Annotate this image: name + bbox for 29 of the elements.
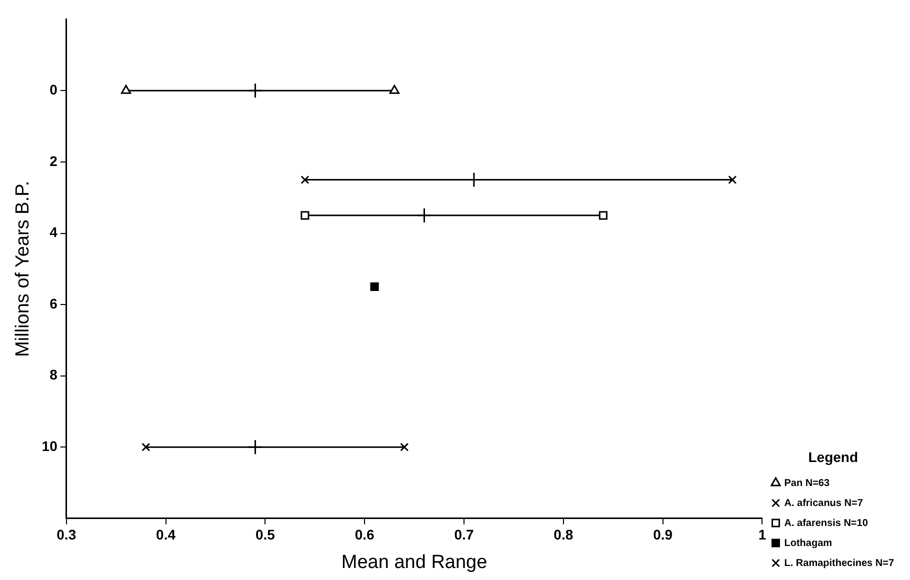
point: [400, 442, 409, 452]
x-tick-label: 0.3: [56, 526, 76, 543]
x-tick-label: 0.7: [454, 526, 474, 543]
x-tick-label: 0.9: [653, 526, 673, 543]
x-tick-label: 1: [758, 526, 766, 543]
y-tick-label: 0: [50, 82, 58, 98]
point: [300, 211, 310, 220]
y-tick-label: 10: [42, 438, 58, 454]
x-tick-label: 0.5: [255, 526, 276, 543]
point: [370, 282, 379, 292]
point: [300, 176, 310, 184]
legend-label: Lothagam: [784, 538, 832, 549]
legend-title: Legend: [808, 449, 858, 466]
y-tick-label: 4: [50, 224, 58, 240]
point: [142, 442, 150, 452]
point: [598, 211, 608, 220]
legend-label: A. afarensis N=10: [784, 518, 868, 529]
point: [728, 176, 737, 184]
legend-label: A. africanus N=7: [784, 498, 864, 509]
x-tick-label: 0.6: [354, 526, 375, 543]
y-tick-label: 8: [50, 366, 58, 383]
x-tick-label: 0.8: [554, 526, 574, 543]
y-axis-title: Millions of Years B.P.: [12, 180, 34, 357]
legend-label: L. Ramapithecines N=7: [784, 558, 894, 569]
y-tick-label: 6: [50, 295, 58, 312]
x-axis-title: Mean and Range: [341, 552, 488, 573]
x-tick-label: 0.4: [156, 526, 176, 543]
y-tick-label: 2: [50, 152, 58, 169]
legend-label: Pan N=63: [784, 478, 830, 489]
